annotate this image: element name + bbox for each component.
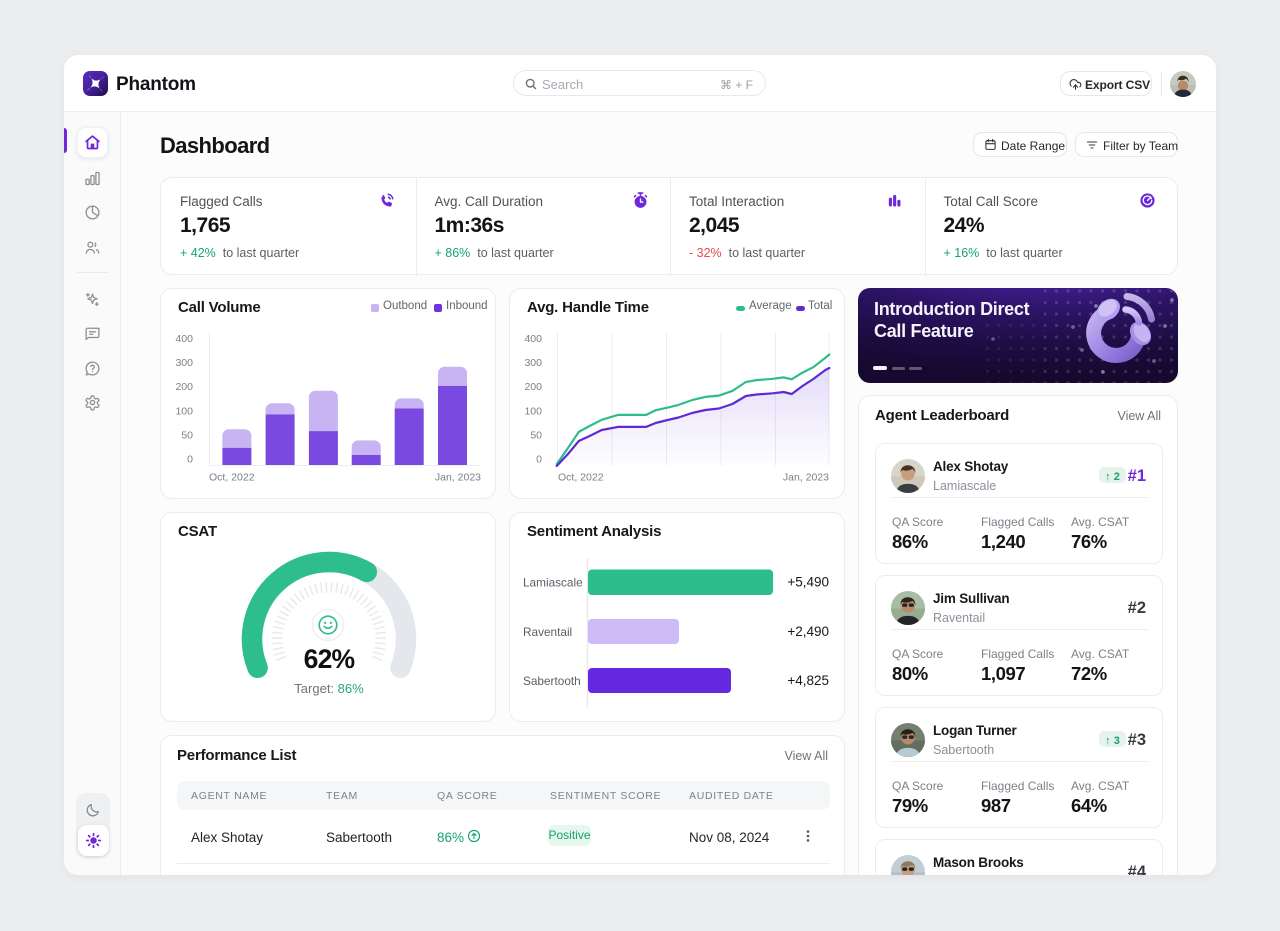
svg-text:Lamiascale: Lamiascale xyxy=(523,576,583,590)
svg-text:100: 100 xyxy=(175,405,193,417)
svg-text:+4,825: +4,825 xyxy=(787,673,829,688)
svg-text:100: 100 xyxy=(524,405,542,417)
svg-text:0: 0 xyxy=(187,453,193,465)
svg-text:400: 400 xyxy=(524,333,542,345)
svg-text:400: 400 xyxy=(175,333,193,345)
svg-text:Jan, 2023: Jan, 2023 xyxy=(435,472,481,484)
svg-text:+2,490: +2,490 xyxy=(787,624,829,639)
svg-text:300: 300 xyxy=(175,357,193,369)
svg-text:50: 50 xyxy=(530,429,542,441)
svg-text:Oct, 2022: Oct, 2022 xyxy=(558,472,604,484)
svg-text:Raventail: Raventail xyxy=(523,625,572,639)
svg-text:200: 200 xyxy=(524,381,542,393)
svg-text:200: 200 xyxy=(175,381,193,393)
svg-text:+5,490: +5,490 xyxy=(787,575,829,590)
svg-text:0: 0 xyxy=(536,453,542,465)
svg-text:Jan, 2023: Jan, 2023 xyxy=(783,472,829,484)
svg-text:300: 300 xyxy=(524,357,542,369)
svg-text:Sabertooth: Sabertooth xyxy=(523,674,581,688)
svg-text:Oct, 2022: Oct, 2022 xyxy=(209,472,255,484)
svg-text:50: 50 xyxy=(181,429,193,441)
